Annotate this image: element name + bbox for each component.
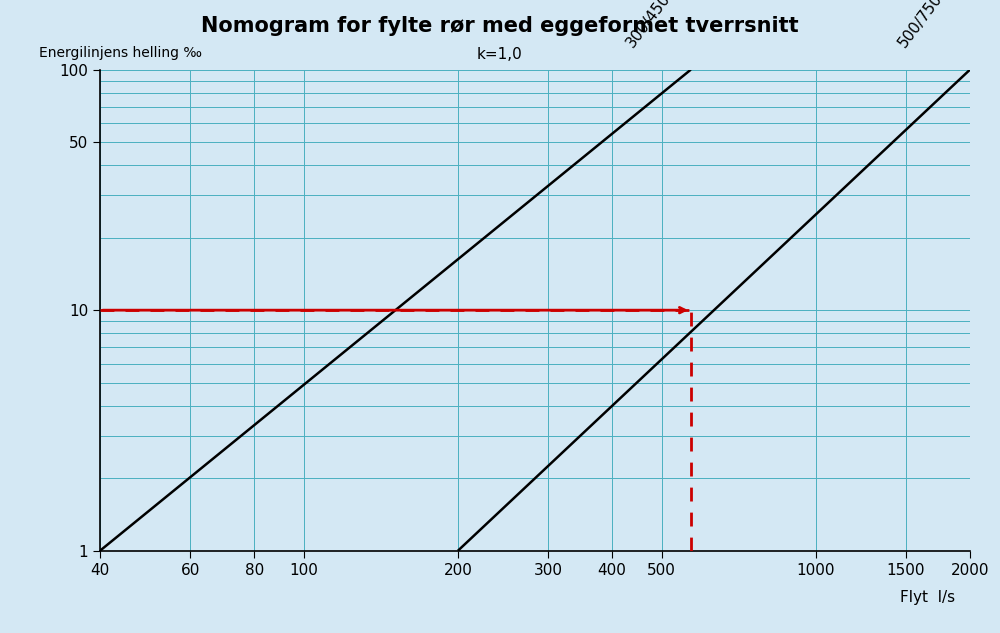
Text: 300/450: 300/450: [623, 0, 673, 51]
Text: 500/750: 500/750: [895, 0, 945, 51]
Text: Nomogram for fylte rør med eggeformet tverrsnitt: Nomogram for fylte rør med eggeformet tv…: [201, 16, 799, 36]
Text: Energilinjens helling ‰: Energilinjens helling ‰: [39, 46, 202, 60]
Text: Flyt  l/s: Flyt l/s: [900, 589, 955, 605]
Text: k=1,0: k=1,0: [477, 47, 523, 63]
